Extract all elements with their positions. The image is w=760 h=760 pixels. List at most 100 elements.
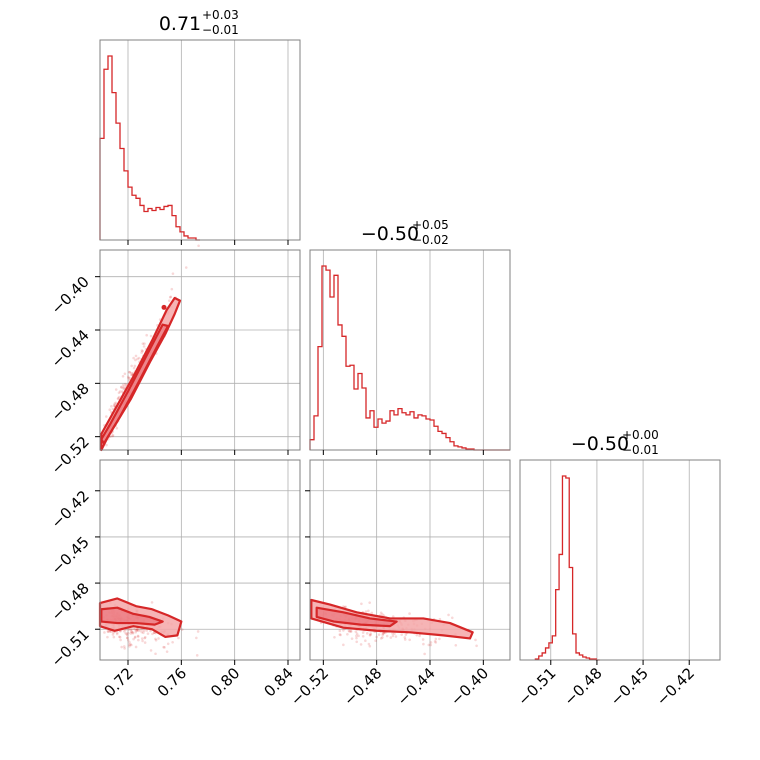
sample-point bbox=[126, 375, 130, 379]
sample-point bbox=[129, 630, 133, 633]
sample-point bbox=[184, 266, 188, 269]
sample-point bbox=[135, 628, 139, 632]
sample-point bbox=[151, 632, 154, 636]
contour-outer-1-2 bbox=[310, 598, 474, 640]
sample-point bbox=[136, 635, 140, 638]
sample-point bbox=[403, 636, 407, 639]
x-tick-label: 0.80 bbox=[207, 664, 243, 700]
sample-point bbox=[103, 631, 106, 634]
y-tick-label: −0.44 bbox=[48, 326, 93, 371]
sample-point bbox=[143, 342, 146, 345]
sample-point bbox=[167, 299, 171, 302]
sample-point bbox=[129, 632, 133, 635]
sample-point bbox=[450, 616, 454, 620]
sample-point bbox=[177, 636, 180, 640]
contour-inner-1-2 bbox=[315, 606, 398, 628]
sample-point bbox=[369, 632, 372, 635]
sample-point bbox=[123, 382, 127, 386]
sample-point bbox=[136, 627, 140, 631]
sample-point bbox=[128, 370, 131, 374]
sample-point bbox=[142, 345, 146, 348]
contour-fill-layer bbox=[98, 296, 474, 640]
sample-point bbox=[116, 397, 120, 400]
sample-point bbox=[389, 636, 393, 639]
sample-point bbox=[112, 631, 115, 634]
sample-point bbox=[154, 638, 158, 642]
sample-point bbox=[454, 643, 458, 647]
sample-point bbox=[369, 633, 372, 637]
sample-point bbox=[119, 638, 122, 642]
sample-point bbox=[361, 635, 365, 638]
sample-point bbox=[115, 426, 119, 430]
sample-point bbox=[138, 629, 142, 632]
sample-point bbox=[166, 642, 170, 646]
sample-point bbox=[360, 602, 363, 606]
sample-point bbox=[342, 643, 345, 647]
sample-point bbox=[126, 631, 130, 635]
sample-point bbox=[141, 349, 144, 353]
param-title-2: −0.50 bbox=[571, 433, 629, 455]
sample-point bbox=[113, 403, 116, 407]
sample-point bbox=[135, 629, 139, 632]
sample-point bbox=[135, 627, 139, 631]
y-tick-label: −0.51 bbox=[48, 625, 93, 670]
sample-point bbox=[132, 627, 135, 630]
sample-point bbox=[112, 404, 116, 408]
sample-point bbox=[128, 645, 131, 648]
sample-point bbox=[131, 631, 135, 635]
x-tick-label: −0.52 bbox=[287, 664, 332, 709]
sample-point bbox=[381, 636, 384, 639]
sample-point bbox=[338, 633, 342, 636]
titles-layer: 0.71 +0.03−0.01−0.50+0.05−0.02−0.50+0.00−… bbox=[159, 8, 659, 457]
sample-point bbox=[154, 652, 157, 656]
sample-point bbox=[130, 364, 133, 368]
sample-point bbox=[385, 634, 389, 638]
sample-point bbox=[126, 636, 129, 640]
sample-point bbox=[418, 634, 421, 638]
panel-frame-1-1 bbox=[309, 249, 511, 451]
sample-point bbox=[349, 629, 353, 633]
sample-point bbox=[150, 601, 154, 604]
sample-point bbox=[149, 334, 153, 338]
sample-point bbox=[157, 637, 160, 640]
sample-point bbox=[346, 632, 349, 636]
sample-point bbox=[474, 638, 477, 642]
sample-point bbox=[110, 404, 113, 408]
sample-point bbox=[146, 632, 150, 635]
sample-point bbox=[130, 630, 134, 634]
sample-point bbox=[127, 628, 131, 631]
y-tick-label: −0.45 bbox=[48, 533, 93, 578]
sample-point bbox=[133, 636, 137, 639]
sample-point bbox=[361, 631, 365, 634]
sample-point bbox=[333, 635, 336, 639]
sample-point bbox=[368, 601, 371, 604]
sample-point bbox=[136, 629, 140, 633]
sample-point bbox=[368, 644, 372, 648]
panel-frame-0-0 bbox=[99, 39, 301, 241]
sample-point bbox=[125, 636, 129, 640]
sample-point bbox=[423, 652, 426, 656]
sample-point bbox=[438, 617, 442, 621]
sample-point bbox=[475, 644, 478, 648]
sample-point bbox=[354, 630, 358, 633]
sample-point bbox=[121, 383, 125, 387]
x-tick-label: −0.48 bbox=[561, 664, 606, 709]
sample-point bbox=[149, 649, 153, 652]
sample-point bbox=[131, 631, 134, 634]
param-title-lower-0: −0.01 bbox=[202, 23, 239, 37]
sample-point bbox=[136, 634, 140, 638]
sample-point bbox=[195, 654, 199, 657]
sample-point bbox=[112, 635, 116, 639]
sample-point bbox=[381, 633, 384, 637]
sample-point bbox=[347, 629, 351, 633]
sample-point bbox=[421, 638, 425, 641]
sample-point bbox=[133, 628, 137, 631]
sample-point bbox=[126, 638, 130, 642]
sample-point bbox=[364, 610, 368, 613]
sample-point bbox=[113, 402, 117, 406]
sample-point bbox=[130, 628, 133, 632]
sample-point bbox=[422, 642, 425, 646]
sample-point bbox=[379, 637, 383, 640]
x-tick-label: −0.42 bbox=[653, 664, 698, 709]
sample-point bbox=[122, 629, 126, 633]
